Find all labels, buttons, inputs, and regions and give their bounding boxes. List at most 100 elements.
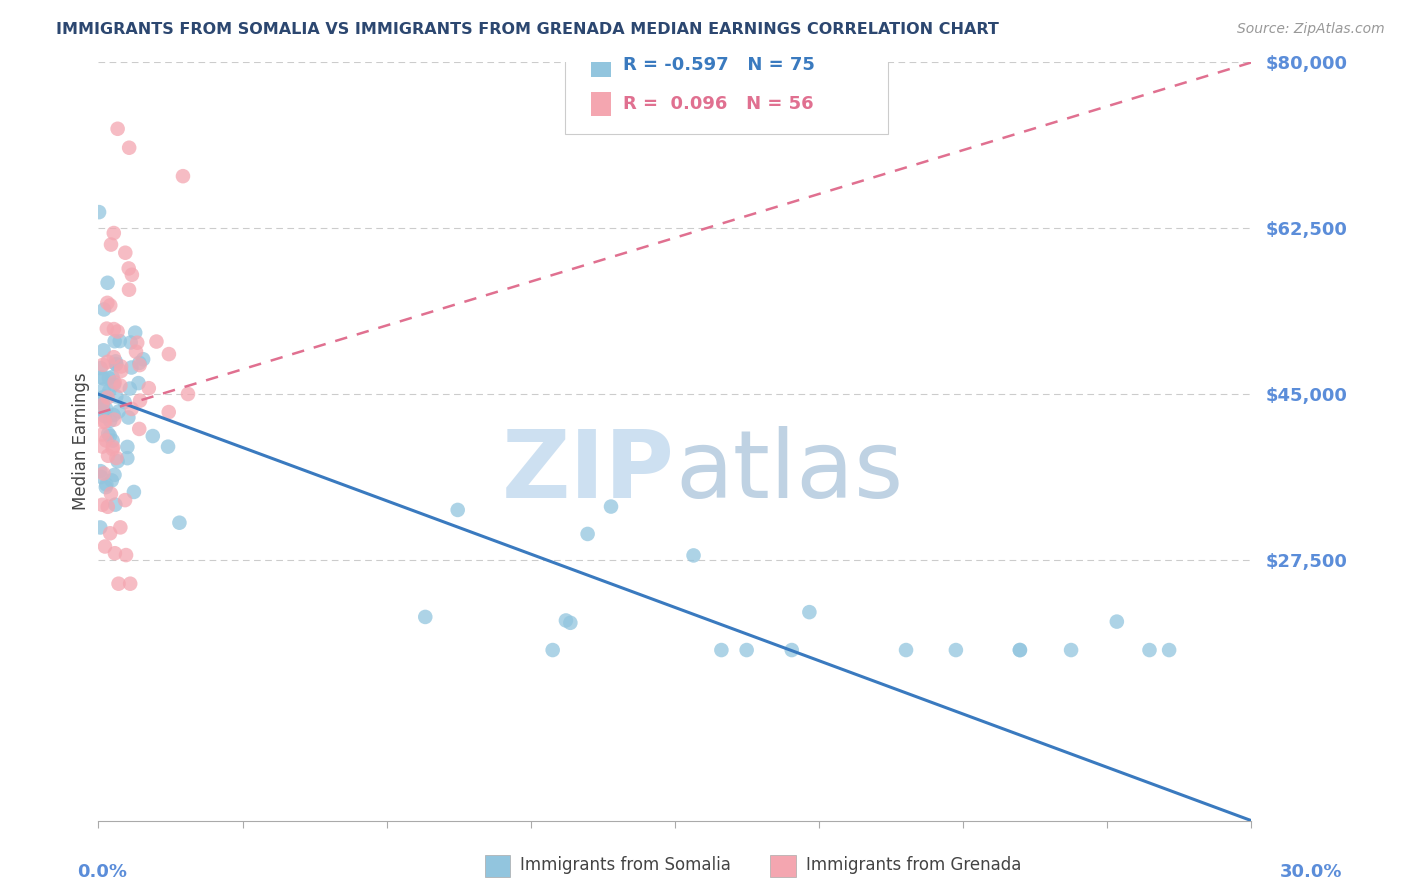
Point: [600, 500, 623, 514]
Point: [945, 643, 967, 657]
Point: [1060, 643, 1083, 657]
Point: [98, 429, 121, 443]
Point: [87, 205, 110, 219]
Text: atlas: atlas: [675, 425, 903, 518]
Text: Source: ZipAtlas.com: Source: ZipAtlas.com: [1237, 22, 1385, 37]
Point: [105, 357, 128, 371]
Point: [103, 226, 125, 240]
Point: [93, 302, 115, 317]
Point: [1008, 643, 1031, 657]
Point: [1159, 643, 1181, 657]
Point: [120, 335, 142, 350]
Point: [94, 540, 117, 554]
Point: [129, 393, 152, 408]
Point: [132, 352, 155, 367]
Point: [101, 434, 124, 448]
Point: [103, 377, 125, 392]
Point: [93, 409, 115, 424]
Point: [118, 261, 141, 276]
Point: [157, 440, 180, 454]
Point: [117, 451, 139, 466]
Point: [97, 355, 120, 369]
Point: [105, 357, 128, 371]
Point: [117, 440, 139, 454]
Point: [91, 396, 114, 410]
Point: [114, 395, 136, 409]
FancyBboxPatch shape: [591, 53, 612, 78]
Point: [98, 414, 121, 428]
Point: [93, 415, 115, 429]
Text: ZIP: ZIP: [502, 425, 675, 518]
Point: [104, 376, 127, 390]
Point: [1139, 643, 1161, 657]
Point: [97, 276, 120, 290]
Point: [894, 643, 917, 657]
Text: R =  0.096   N = 56: R = 0.096 N = 56: [623, 95, 814, 113]
Point: [91, 427, 114, 442]
Point: [105, 450, 128, 465]
Point: [96, 296, 118, 310]
Point: [128, 376, 150, 390]
Text: IMMIGRANTS FROM SOMALIA VS IMMIGRANTS FROM GRENADA MEDIAN EARNINGS CORRELATION C: IMMIGRANTS FROM SOMALIA VS IMMIGRANTS FR…: [56, 22, 1000, 37]
Point: [94, 415, 117, 429]
Point: [97, 391, 120, 405]
Y-axis label: Median Earnings: Median Earnings: [72, 373, 90, 510]
Point: [103, 467, 125, 482]
Point: [89, 520, 111, 534]
Point: [98, 526, 121, 541]
Point: [114, 245, 136, 260]
Point: [177, 387, 200, 401]
Point: [541, 643, 564, 657]
Point: [100, 487, 122, 501]
Point: [90, 470, 112, 484]
Point: [1008, 643, 1031, 657]
Text: Immigrants from Somalia: Immigrants from Somalia: [520, 856, 731, 874]
Point: [94, 480, 117, 494]
Point: [103, 322, 125, 336]
Point: [108, 334, 131, 348]
Point: [110, 359, 132, 374]
Point: [104, 546, 127, 560]
Point: [172, 169, 194, 183]
Point: [142, 429, 165, 443]
Point: [91, 498, 114, 512]
Point: [104, 354, 127, 368]
Point: [103, 408, 125, 422]
Point: [124, 326, 146, 340]
Point: [90, 370, 112, 384]
Point: [89, 464, 111, 478]
Point: [93, 404, 115, 418]
Point: [93, 343, 115, 358]
Point: [104, 498, 127, 512]
Point: [91, 358, 114, 372]
Point: [97, 371, 120, 385]
Point: [96, 402, 118, 417]
Point: [91, 440, 114, 454]
Point: [97, 426, 120, 441]
Text: R = -0.597   N = 75: R = -0.597 N = 75: [623, 56, 815, 74]
Point: [127, 335, 149, 350]
Point: [90, 391, 112, 405]
Point: [96, 321, 118, 335]
Point: [101, 370, 124, 384]
Point: [98, 384, 121, 398]
Point: [555, 614, 578, 628]
Point: [103, 350, 125, 364]
Point: [93, 371, 115, 385]
Point: [91, 398, 114, 412]
Point: [122, 485, 145, 500]
Point: [103, 412, 125, 426]
Point: [107, 454, 129, 468]
Point: [145, 334, 167, 349]
Point: [93, 390, 115, 404]
Point: [115, 548, 138, 562]
Point: [89, 392, 111, 407]
Point: [799, 605, 821, 619]
Point: [107, 121, 129, 136]
Point: [157, 347, 180, 361]
Point: [121, 360, 143, 375]
Point: [110, 378, 132, 392]
Point: [560, 615, 582, 630]
FancyBboxPatch shape: [591, 92, 612, 117]
Point: [710, 643, 733, 657]
